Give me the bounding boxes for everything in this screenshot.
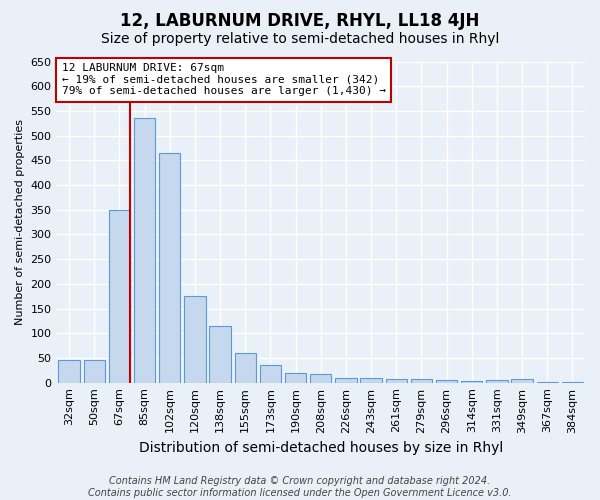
Bar — [310, 374, 331, 382]
Bar — [134, 118, 155, 382]
Text: 12 LABURNUM DRIVE: 67sqm
← 19% of semi-detached houses are smaller (342)
79% of : 12 LABURNUM DRIVE: 67sqm ← 19% of semi-d… — [62, 63, 386, 96]
Bar — [285, 373, 307, 382]
Bar — [335, 378, 356, 382]
Text: Contains HM Land Registry data © Crown copyright and database right 2024.
Contai: Contains HM Land Registry data © Crown c… — [88, 476, 512, 498]
Bar — [209, 326, 231, 382]
Bar — [109, 210, 130, 382]
Bar — [83, 360, 105, 382]
Bar — [260, 366, 281, 382]
Bar — [411, 379, 432, 382]
Bar — [436, 380, 457, 382]
Bar — [58, 360, 80, 382]
Bar — [361, 378, 382, 382]
Bar — [386, 378, 407, 382]
Bar — [184, 296, 206, 382]
Bar — [511, 378, 533, 382]
Bar — [486, 380, 508, 382]
Text: 12, LABURNUM DRIVE, RHYL, LL18 4JH: 12, LABURNUM DRIVE, RHYL, LL18 4JH — [121, 12, 479, 30]
Bar — [159, 153, 181, 382]
X-axis label: Distribution of semi-detached houses by size in Rhyl: Distribution of semi-detached houses by … — [139, 441, 503, 455]
Bar — [235, 353, 256, 382]
Y-axis label: Number of semi-detached properties: Number of semi-detached properties — [15, 119, 25, 325]
Bar — [461, 381, 482, 382]
Text: Size of property relative to semi-detached houses in Rhyl: Size of property relative to semi-detach… — [101, 32, 499, 46]
